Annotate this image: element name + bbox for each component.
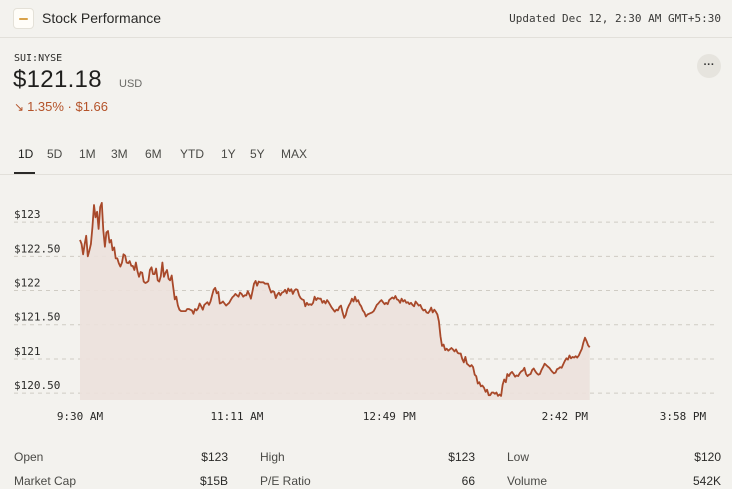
stat-value-open: $123 — [201, 450, 228, 464]
more-options-button[interactable]: ··· — [697, 54, 721, 78]
stat-label-open: Open — [14, 450, 44, 464]
app-title: Stock Performance — [42, 10, 162, 26]
tab-5y[interactable]: 5Y — [250, 147, 265, 161]
stat-label-low: Low — [507, 450, 530, 464]
tab-1m[interactable]: 1M — [79, 147, 96, 161]
updated-timestamp: Updated Dec 12, 2:30 AM GMT+5:30 — [509, 12, 721, 25]
arrow-down-right-icon: ↘ — [14, 100, 25, 114]
stat-value-market-cap: $15B — [199, 474, 228, 488]
tab-1d[interactable]: 1D — [18, 147, 34, 161]
x-tick-label: 9:30 AM — [57, 410, 104, 423]
currency-label: USD — [119, 78, 143, 90]
active-tab-indicator — [14, 172, 35, 174]
price-chart: $123 $122.50 $122 $121.50 $121 $120.50 9:30 AM… — [14, 202, 718, 423]
stat-label-volume: Volume — [507, 474, 548, 488]
time-range-tabs: 1D 5D 1M 3M 6M YTD 1Y 5Y MAX — [0, 140, 732, 175]
price-line — [79, 202, 591, 397]
x-tick-label: 11:11 AM — [210, 410, 263, 423]
stat-label-high: High — [260, 450, 285, 464]
stat-label-pe-ratio: P/E Ratio — [260, 474, 311, 488]
y-tick-label: $120.50 — [14, 379, 60, 392]
tab-3m[interactable]: 3M — [111, 147, 128, 161]
tab-1y[interactable]: 1Y — [221, 147, 236, 161]
header: Stock Performance Updated Dec 12, 2:30 A… — [0, 0, 732, 38]
y-tick-label: $122.50 — [14, 242, 60, 255]
x-tick-label: 2:42 PM — [542, 410, 589, 423]
x-tick-label: 12:49 PM — [363, 410, 416, 423]
stat-value-high: $123 — [448, 450, 475, 464]
price-area-fill — [80, 202, 590, 400]
stat-value-volume: 542K — [692, 474, 721, 488]
price-change: ↘ 1.35% · $1.66 — [14, 99, 108, 114]
y-tick-label: $121 — [14, 345, 41, 358]
stat-value-pe-ratio: 66 — [461, 474, 475, 488]
tab-6m[interactable]: 6M — [145, 147, 162, 161]
y-tick-label: $123 — [14, 208, 41, 221]
tab-5d[interactable]: 5D — [47, 147, 63, 161]
stat-label-market-cap: Market Cap — [14, 474, 77, 488]
y-tick-label: $122 — [14, 277, 41, 290]
x-tick-label: 3:58 PM — [660, 410, 707, 423]
app-logo-icon — [13, 8, 34, 29]
price-change-text: 1.35% · $1.66 — [27, 99, 109, 114]
y-tick-label: $121.50 — [14, 311, 60, 324]
ticker-symbol: SUI:NYSE — [14, 53, 63, 64]
tab-ytd[interactable]: YTD — [180, 147, 204, 161]
stat-value-low: $120 — [694, 450, 721, 464]
current-price: $121.18 — [13, 66, 102, 93]
tab-max[interactable]: MAX — [281, 147, 308, 161]
